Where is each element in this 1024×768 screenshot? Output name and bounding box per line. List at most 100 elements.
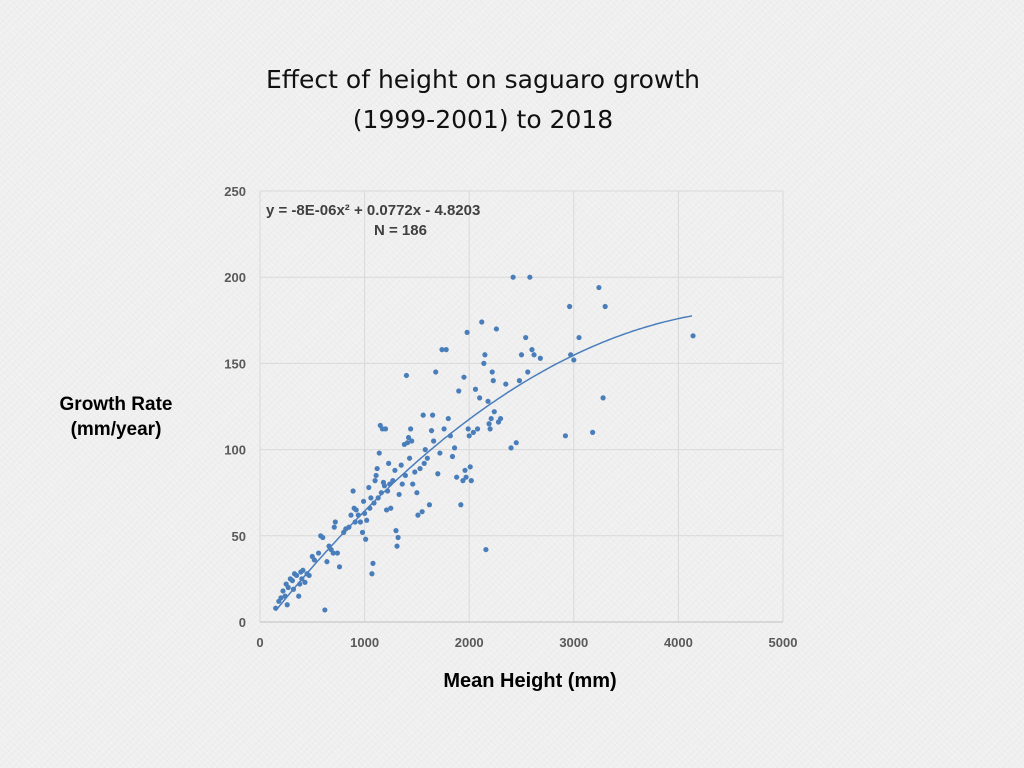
data-point bbox=[600, 395, 606, 401]
data-point bbox=[387, 481, 393, 487]
data-point bbox=[386, 460, 392, 466]
y-tick-label: 150 bbox=[224, 356, 246, 371]
data-point bbox=[431, 438, 437, 444]
data-point bbox=[590, 429, 596, 435]
x-tick-label: 0 bbox=[256, 635, 263, 650]
data-point bbox=[474, 426, 481, 432]
data-point bbox=[372, 478, 378, 484]
data-point bbox=[376, 450, 382, 456]
data-point bbox=[422, 447, 428, 453]
data-point bbox=[454, 474, 460, 480]
data-point bbox=[284, 602, 290, 608]
data-point bbox=[482, 352, 488, 358]
data-point bbox=[348, 512, 354, 518]
data-point bbox=[527, 274, 533, 280]
data-point bbox=[352, 519, 358, 525]
data-point bbox=[488, 415, 494, 422]
data-point bbox=[576, 334, 582, 341]
data-point bbox=[371, 500, 377, 506]
sample-size-label: N = 186 bbox=[374, 222, 427, 239]
x-tick-label: 5000 bbox=[769, 635, 798, 650]
data-point bbox=[390, 478, 396, 484]
data-point bbox=[523, 334, 529, 341]
data-point bbox=[330, 550, 336, 556]
data-point bbox=[350, 488, 356, 494]
data-point bbox=[451, 445, 458, 451]
data-point bbox=[690, 333, 696, 339]
data-point bbox=[602, 303, 608, 310]
data-point bbox=[510, 274, 516, 280]
data-point bbox=[466, 433, 472, 439]
data-point bbox=[449, 453, 456, 460]
data-point bbox=[392, 467, 398, 473]
data-point bbox=[487, 426, 493, 432]
data-point bbox=[332, 519, 338, 525]
data-point bbox=[393, 528, 399, 534]
data-point bbox=[447, 433, 453, 439]
data-point bbox=[346, 524, 352, 530]
data-point bbox=[405, 434, 412, 441]
data-point bbox=[370, 560, 376, 566]
data-point bbox=[382, 426, 389, 432]
data-point bbox=[460, 478, 466, 484]
data-point bbox=[355, 512, 361, 518]
data-point bbox=[278, 595, 284, 601]
data-point bbox=[410, 481, 416, 487]
y-tick-label: 200 bbox=[224, 270, 246, 285]
data-point bbox=[417, 465, 423, 472]
data-point bbox=[525, 369, 531, 375]
chart-title: Effect of height on saguaro growth (1999… bbox=[0, 60, 966, 140]
data-point bbox=[334, 550, 341, 556]
data-points bbox=[273, 274, 696, 613]
trendline-equation: y = -8E-06x² + 0.0772x - 4.8203 bbox=[266, 202, 480, 219]
data-point bbox=[477, 395, 483, 401]
data-point bbox=[456, 388, 462, 394]
data-point bbox=[363, 536, 369, 542]
data-point bbox=[472, 386, 479, 392]
data-point bbox=[445, 415, 451, 422]
data-point bbox=[364, 517, 370, 523]
data-point bbox=[296, 593, 302, 599]
data-point bbox=[468, 478, 474, 484]
data-point bbox=[368, 495, 374, 501]
x-tick-label: 2000 bbox=[455, 635, 484, 650]
data-point bbox=[273, 605, 279, 611]
data-point bbox=[439, 347, 445, 353]
y-tick-label: 0 bbox=[239, 615, 246, 630]
x-tick-label: 3000 bbox=[559, 635, 588, 650]
data-point bbox=[378, 490, 384, 496]
data-point bbox=[421, 460, 427, 466]
data-point bbox=[461, 374, 467, 380]
data-point bbox=[465, 426, 471, 432]
data-point bbox=[357, 519, 364, 525]
data-point bbox=[362, 510, 368, 516]
data-point bbox=[464, 329, 470, 335]
data-point bbox=[282, 593, 288, 599]
data-point bbox=[503, 381, 509, 387]
data-point bbox=[531, 352, 537, 358]
data-point bbox=[518, 352, 525, 358]
title-line-1: Effect of height on saguaro growth bbox=[266, 65, 700, 94]
data-point bbox=[441, 426, 447, 432]
data-point bbox=[479, 319, 485, 325]
data-point bbox=[396, 491, 402, 498]
data-point bbox=[331, 524, 337, 530]
data-point bbox=[299, 576, 305, 582]
data-point bbox=[562, 433, 569, 439]
data-point bbox=[406, 455, 413, 461]
data-point bbox=[399, 481, 405, 487]
data-point bbox=[529, 347, 535, 353]
data-point bbox=[491, 409, 497, 415]
data-point bbox=[408, 426, 414, 432]
data-point bbox=[463, 474, 469, 480]
data-point bbox=[467, 464, 473, 470]
data-point bbox=[596, 284, 602, 291]
data-point bbox=[306, 572, 312, 579]
data-point bbox=[414, 490, 420, 496]
data-point bbox=[490, 378, 496, 384]
data-point bbox=[285, 584, 291, 591]
data-point bbox=[289, 578, 296, 584]
data-point bbox=[381, 483, 388, 489]
data-point bbox=[375, 495, 381, 501]
